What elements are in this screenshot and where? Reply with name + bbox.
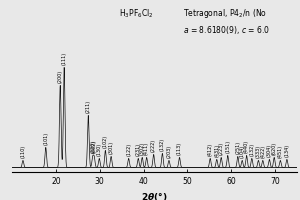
- Text: (132): (132): [249, 143, 254, 156]
- Text: (002): (002): [92, 140, 97, 153]
- Text: (134): (134): [284, 144, 290, 157]
- Text: (302): (302): [140, 142, 145, 155]
- Text: (223): (223): [219, 142, 224, 155]
- Text: (301): (301): [109, 141, 114, 154]
- Text: (451): (451): [278, 145, 283, 158]
- Text: (620): (620): [272, 142, 277, 155]
- Text: H$_3$PF$_6$Cl$_2$: H$_3$PF$_6$Cl$_2$: [119, 7, 154, 20]
- Text: (151): (151): [225, 140, 230, 153]
- Text: (431): (431): [214, 144, 219, 157]
- Text: (113): (113): [177, 142, 182, 155]
- Text: (412): (412): [208, 143, 213, 156]
- Text: (122): (122): [126, 143, 131, 156]
- Text: (211): (211): [86, 100, 91, 113]
- Text: (422): (422): [260, 145, 265, 158]
- Text: (101): (101): [43, 132, 48, 145]
- Text: (111): (111): [62, 52, 67, 65]
- Text: (411): (411): [144, 142, 149, 155]
- Text: (222): (222): [151, 139, 156, 152]
- Text: Tetragonal, P4$_2$/n (No: Tetragonal, P4$_2$/n (No: [183, 7, 267, 20]
- Text: (220): (220): [90, 140, 95, 153]
- Text: (203): (203): [167, 145, 172, 158]
- Text: (304): (304): [267, 144, 272, 157]
- Text: (333): (333): [256, 145, 261, 158]
- Text: (110): (110): [20, 145, 26, 158]
- Text: $a$ = 8.6180(9), $c$ = 6.0: $a$ = 8.6180(9), $c$ = 6.0: [183, 24, 270, 36]
- Text: (102): (102): [103, 135, 108, 148]
- Text: (231): (231): [136, 143, 141, 156]
- Text: (200): (200): [58, 70, 63, 83]
- Text: (130): (130): [97, 143, 102, 156]
- X-axis label: 2$\boldsymbol{\theta}$(°): 2$\boldsymbol{\theta}$(°): [141, 191, 168, 200]
- Text: (104): (104): [240, 145, 245, 158]
- Text: (440): (440): [244, 140, 249, 153]
- Text: (132): (132): [160, 138, 165, 151]
- Text: (251): (251): [235, 141, 240, 154]
